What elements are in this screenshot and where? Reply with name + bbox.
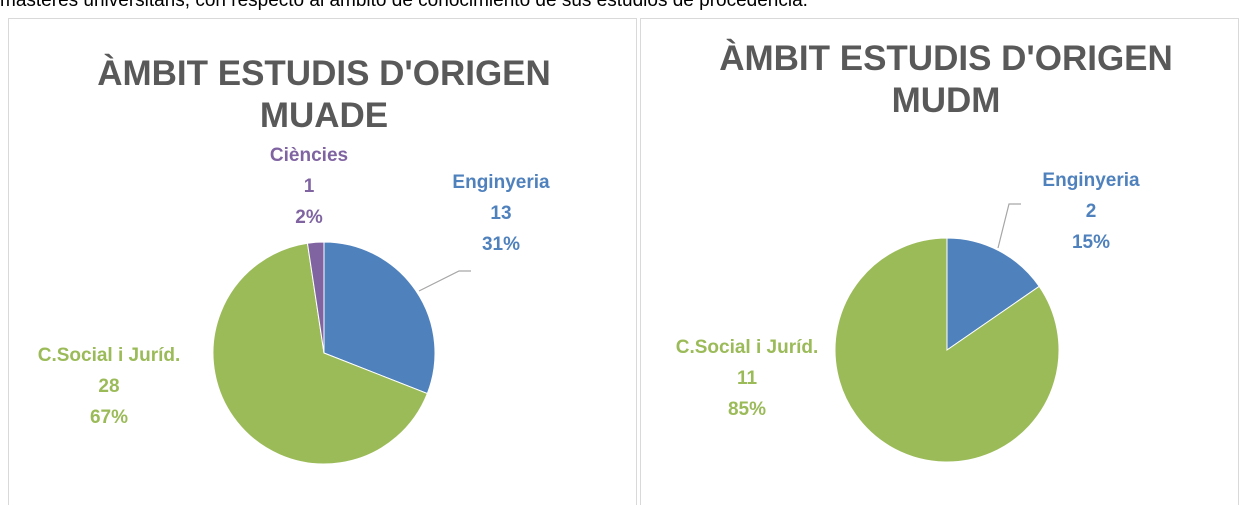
pie-slice: [306, 241, 325, 354]
leader-line: [418, 270, 471, 292]
label-value: 1: [304, 176, 315, 197]
chart: Enginyeria 2 15% C.Social i Juríd. 11 85%: [676, 170, 1140, 463]
label-value: 11: [737, 368, 758, 389]
label-category: C.Social i Juríd.: [676, 337, 819, 358]
label-category: C.Social i Juríd.: [38, 345, 181, 366]
label-category: Ciències: [270, 145, 348, 166]
label-category: Enginyeria: [1042, 170, 1140, 191]
pie-slice: [212, 242, 428, 465]
pie-slice: [946, 237, 1040, 351]
label-percent: 15%: [1072, 232, 1110, 253]
caption: màsteres universitaris, con respecto al …: [0, 0, 808, 11]
chart-panel: ÀMBIT ESTUDIS D'ORIGEN MUDM Enginyeria 2 1…: [640, 18, 1239, 505]
chart-panel: ÀMBIT ESTUDIS D'ORIGEN MUADE Enginyeria 1…: [8, 18, 637, 505]
pie-slice: [834, 237, 1060, 463]
chart: Enginyeria 13 31% C.Social i Juríd. 28 67% Ciè…: [38, 145, 550, 465]
pie-slice: [323, 241, 436, 395]
label-category: Enginyeria: [452, 172, 550, 193]
label-percent: 67%: [90, 407, 128, 428]
label-percent: 31%: [482, 234, 520, 255]
label-percent: 2%: [295, 207, 323, 228]
label-value: 28: [98, 376, 119, 397]
label-value: 2: [1086, 201, 1097, 222]
label-percent: 85%: [728, 399, 766, 420]
chart-title: ÀMBIT ESTUDIS D'ORIGEN MUDM: [719, 39, 1173, 120]
leader-line: [997, 203, 1021, 249]
chart-title: ÀMBIT ESTUDIS D'ORIGEN MUADE: [97, 54, 551, 135]
label-value: 13: [490, 203, 511, 224]
